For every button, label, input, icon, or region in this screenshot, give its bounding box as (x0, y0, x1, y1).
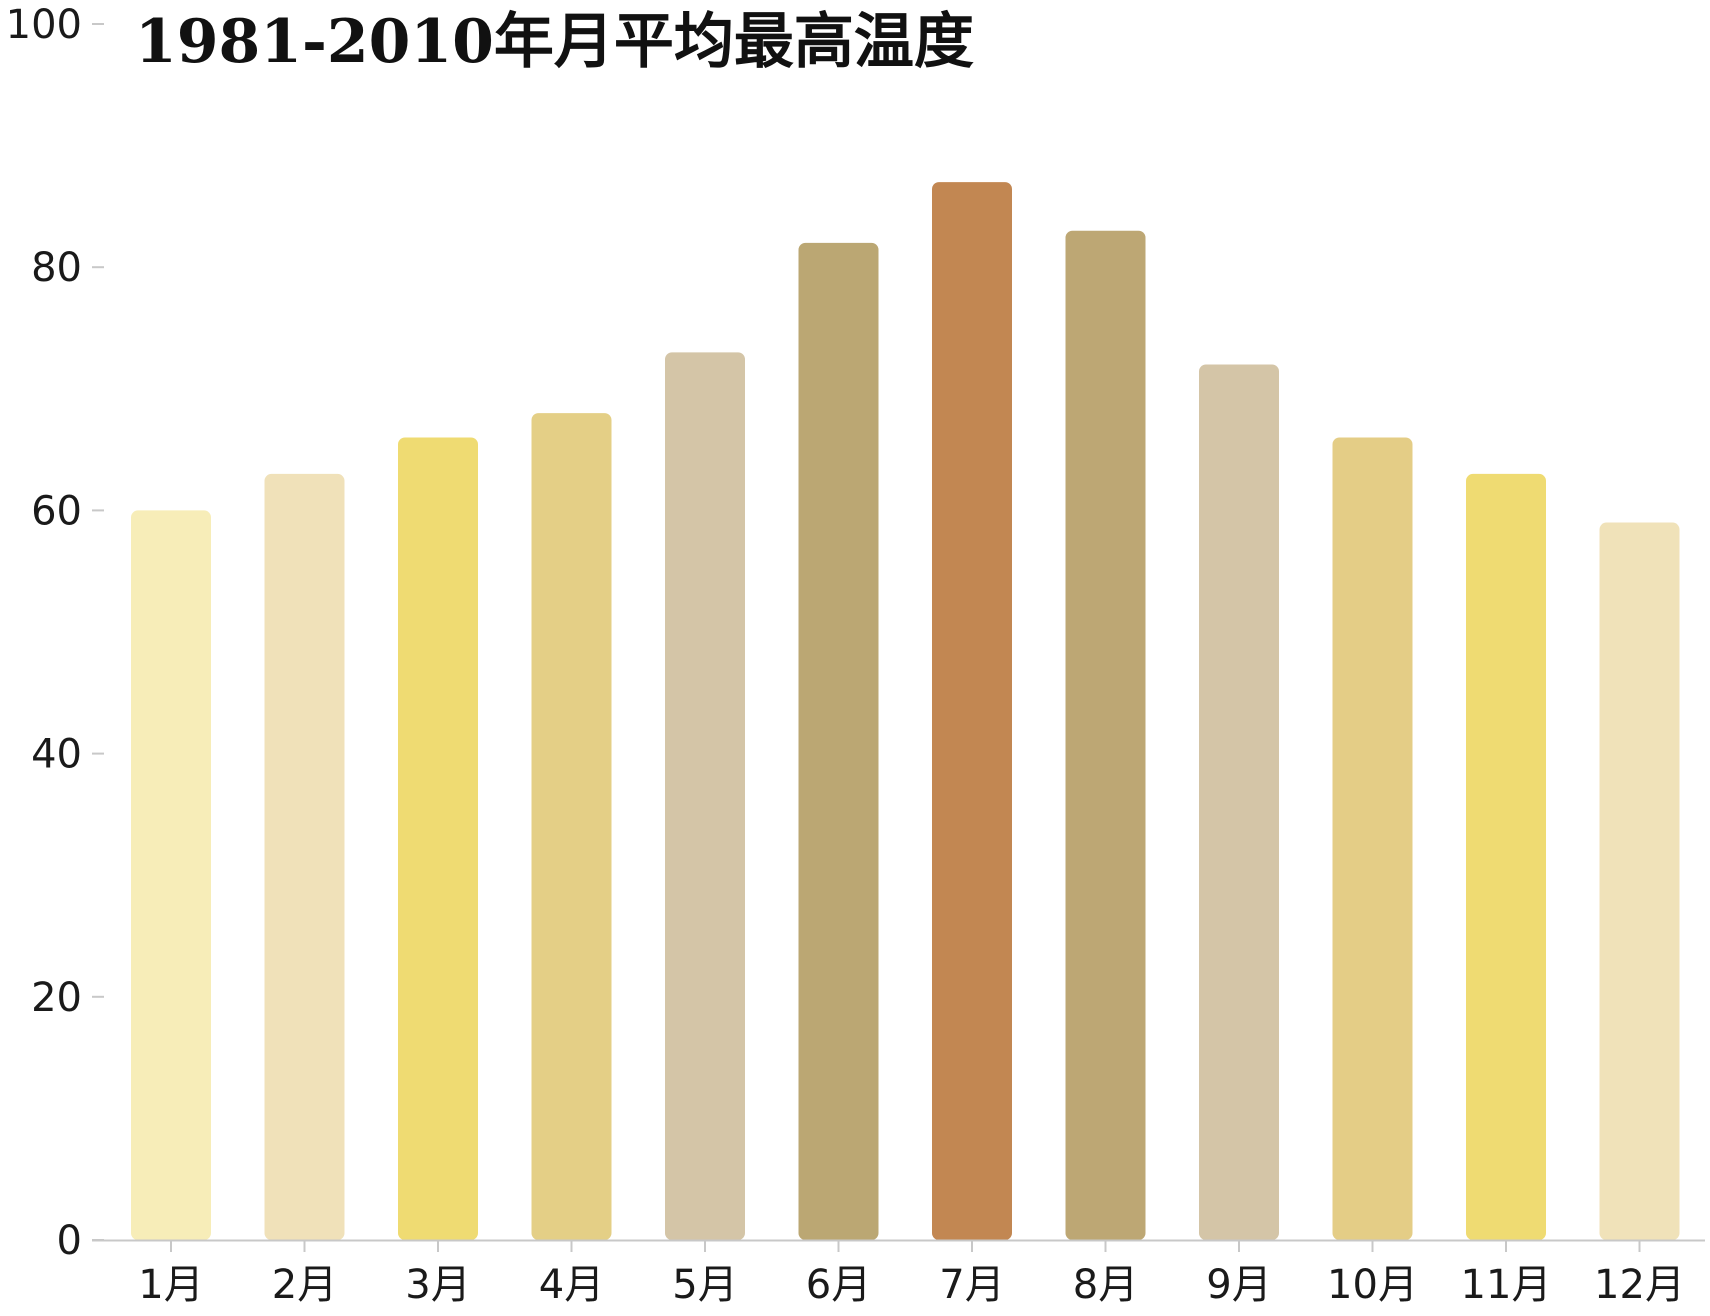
x-tick-label-4: 4月 (539, 1262, 604, 1308)
x-tick-label-6: 6月 (806, 1262, 871, 1308)
x-tick-label-10: 10月 (1327, 1262, 1418, 1308)
y-tick-label-0: 0 (57, 1218, 82, 1264)
bar-7 (932, 182, 1012, 1241)
bar-10 (1332, 437, 1413, 1240)
y-tick-label-40: 40 (31, 732, 82, 778)
bar-4 (531, 413, 612, 1240)
x-tick-label-12: 12月 (1594, 1262, 1685, 1308)
y-tick-label-20: 20 (31, 975, 82, 1021)
y-tick-label-80: 80 (31, 245, 82, 291)
bar-6 (798, 242, 879, 1240)
bar-12 (1599, 522, 1680, 1240)
bar-2 (264, 473, 345, 1240)
chart-title: 1981-2010年月平均最高温度 (135, 7, 974, 77)
x-tick-label-11: 11月 (1461, 1262, 1552, 1308)
y-tick-label-100: 100 (6, 2, 82, 48)
x-tick-label-9: 9月 (1206, 1262, 1271, 1308)
bar-8 (1065, 230, 1146, 1241)
bar-5 (665, 352, 745, 1240)
x-tick-label-8: 8月 (1073, 1262, 1138, 1308)
bar-11 (1466, 473, 1546, 1240)
bar-1 (131, 510, 211, 1240)
y-tick-label-60: 60 (31, 488, 82, 534)
bar-series (131, 182, 1680, 1241)
x-tick-label-7: 7月 (939, 1262, 1004, 1308)
bar-9 (1199, 364, 1279, 1241)
x-tick-label-1: 1月 (138, 1262, 203, 1308)
x-tick-label-2: 2月 (272, 1262, 337, 1308)
x-axis: 1月 2月 3月 4月 5月 6月 7月 8月 9月 10月 11月 12月 (92, 1239, 1705, 1308)
y-axis: 0 20 40 60 80 100 (6, 2, 104, 1264)
x-tick-label-5: 5月 (672, 1262, 737, 1308)
x-tick-label-3: 3月 (405, 1262, 470, 1308)
bar-3 (398, 437, 478, 1240)
